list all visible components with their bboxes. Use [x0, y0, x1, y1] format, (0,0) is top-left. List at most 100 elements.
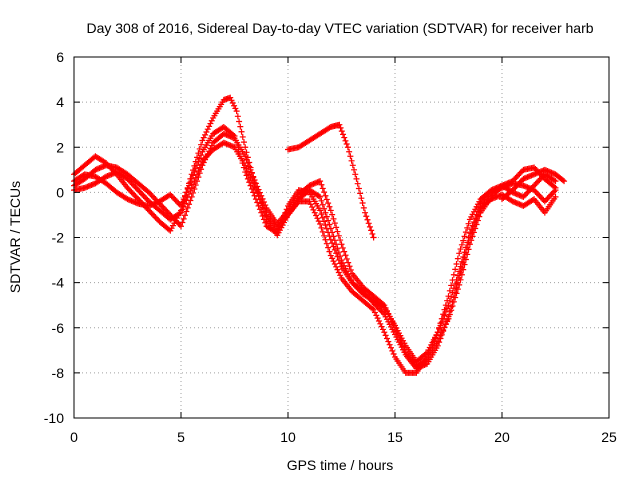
data-point	[207, 120, 214, 127]
data-point	[442, 308, 449, 315]
data-point	[438, 331, 445, 338]
data-point	[449, 299, 456, 306]
data-point	[330, 243, 337, 250]
data-point	[379, 303, 386, 310]
data-point	[327, 252, 334, 259]
data-point	[335, 232, 342, 239]
data-point	[457, 246, 464, 253]
data-point	[335, 269, 342, 276]
data-point	[178, 202, 184, 209]
data-point	[326, 233, 333, 240]
data-point	[469, 222, 476, 229]
data-point	[337, 260, 344, 267]
data-point	[552, 193, 559, 200]
data-point	[322, 192, 329, 199]
data-point	[462, 229, 469, 236]
data-point	[365, 220, 372, 227]
data-point	[239, 133, 246, 140]
data-point	[322, 236, 329, 243]
y-axis-title: SDTVAR / TECUs	[7, 181, 23, 293]
x-tick-label: 0	[70, 429, 78, 445]
data-point	[342, 252, 349, 259]
data-point	[244, 175, 251, 182]
series-track-6	[499, 166, 568, 203]
data-point	[275, 226, 282, 233]
data-point	[310, 206, 317, 213]
data-point	[243, 172, 250, 179]
data-point	[321, 189, 328, 196]
data-point	[453, 276, 460, 283]
data-point	[343, 141, 350, 148]
data-point	[196, 155, 203, 162]
x-tick-label: 15	[387, 429, 403, 445]
data-point	[448, 282, 455, 289]
data-point	[460, 237, 467, 244]
data-point	[341, 262, 348, 269]
data-point	[319, 214, 326, 221]
data-point	[184, 204, 191, 211]
data-point	[369, 305, 376, 312]
data-point	[179, 219, 186, 226]
data-point	[203, 129, 210, 136]
data-point	[317, 193, 324, 200]
data-point	[368, 227, 375, 234]
data-point	[246, 171, 253, 178]
data-point	[456, 250, 463, 257]
data-point	[194, 162, 201, 169]
data-point	[314, 215, 321, 222]
data-point	[325, 244, 332, 251]
data-point	[339, 244, 346, 251]
data-point	[337, 237, 344, 244]
data-point	[461, 233, 468, 240]
data-point	[317, 220, 324, 227]
data-point	[358, 195, 365, 202]
data-point	[472, 215, 479, 222]
data-point	[452, 266, 459, 273]
data-point	[341, 248, 348, 255]
x-tick-label: 25	[601, 429, 617, 445]
data-point	[183, 189, 190, 196]
data-point	[307, 201, 314, 208]
data-point	[454, 255, 461, 262]
data-point	[322, 222, 329, 229]
y-tick-label: 0	[56, 184, 64, 200]
data-point	[192, 165, 199, 172]
data-point	[311, 209, 318, 216]
data-point	[236, 151, 243, 158]
data-point	[333, 263, 340, 270]
data-point	[319, 228, 326, 235]
data-point	[280, 213, 287, 220]
data-point	[176, 210, 183, 217]
data-point	[240, 164, 247, 171]
data-point	[262, 208, 269, 215]
data-point	[390, 350, 397, 357]
data-point	[444, 305, 451, 312]
data-point	[473, 211, 480, 218]
data-point	[346, 148, 353, 155]
data-point	[262, 219, 269, 226]
data-point	[353, 175, 360, 182]
data-point	[235, 146, 242, 153]
data-point	[450, 285, 457, 292]
data-point	[364, 216, 371, 223]
data-point	[231, 132, 238, 139]
data-point	[317, 207, 324, 214]
data-point	[234, 141, 241, 148]
data-point	[436, 325, 443, 332]
data-point	[240, 139, 247, 146]
data-point	[327, 236, 334, 243]
data-point	[234, 113, 241, 120]
data-point	[323, 196, 330, 203]
data-point	[330, 215, 337, 222]
data-point	[333, 224, 340, 231]
data-point	[230, 131, 237, 138]
data-point	[344, 144, 351, 151]
data-point	[182, 192, 189, 199]
data-point	[529, 196, 536, 203]
data-point	[352, 171, 359, 178]
data-point	[458, 258, 465, 265]
data-point	[180, 196, 187, 203]
data-point	[559, 177, 566, 184]
data-point	[238, 155, 245, 162]
